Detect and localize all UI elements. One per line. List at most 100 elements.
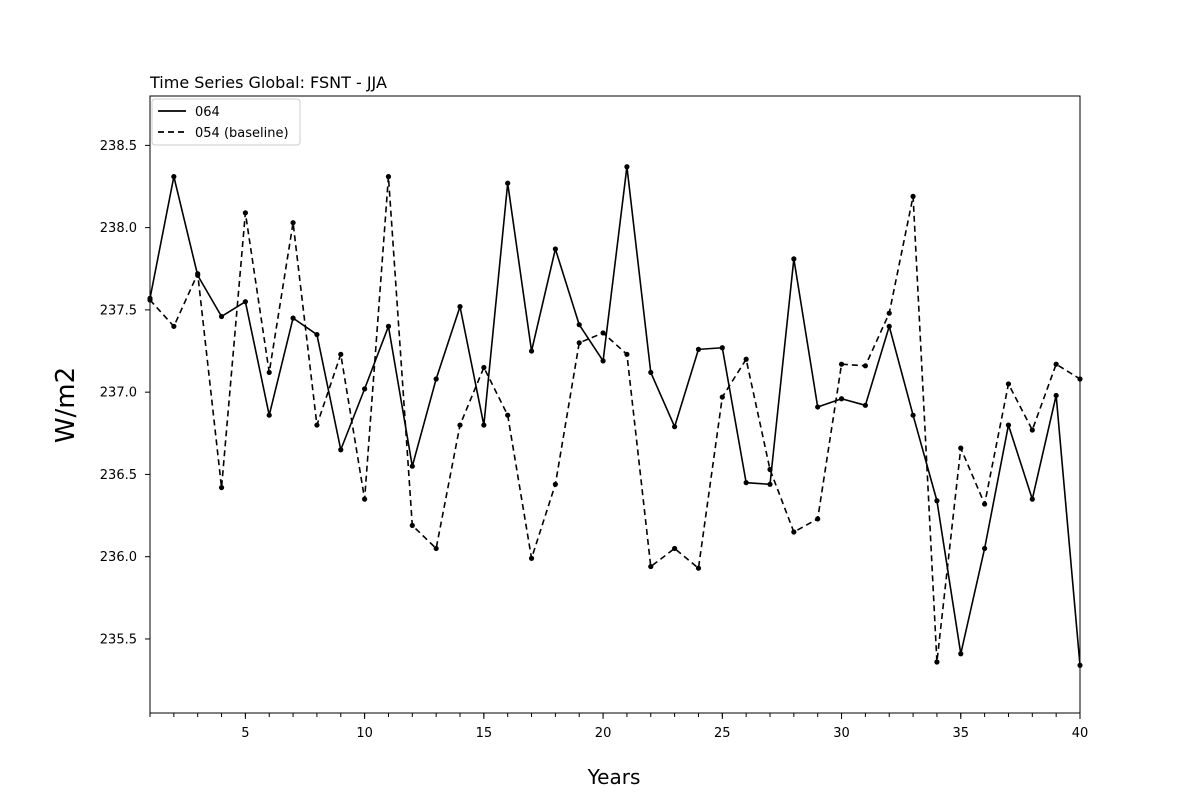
x-tick-label: 25 — [714, 726, 731, 741]
data-point-064 — [552, 246, 558, 252]
data-point-054-baseline — [934, 659, 940, 665]
data-point-054-baseline — [385, 174, 392, 180]
data-point-064 — [934, 498, 940, 504]
data-point-064 — [600, 358, 606, 364]
data-point-054-baseline — [290, 220, 296, 226]
plot-area — [149, 95, 1081, 714]
data-point-064 — [672, 424, 678, 430]
data-point-054-baseline — [1005, 381, 1012, 387]
x-axis-label: Years — [587, 765, 641, 789]
data-point-054-baseline — [672, 545, 678, 552]
data-point-054-baseline — [409, 522, 415, 529]
x-tick-label: 30 — [833, 726, 850, 741]
y-tick-label: 238.5 — [100, 139, 137, 154]
data-point-054-baseline — [433, 545, 439, 552]
series-line-064 — [149, 165, 1081, 666]
x-tick-label: 40 — [1072, 726, 1089, 741]
data-point-054-baseline — [886, 310, 892, 316]
series-line-054-baseline — [149, 175, 1081, 663]
data-point-054-baseline — [719, 394, 725, 400]
data-point-054-baseline — [266, 369, 272, 376]
data-point-064 — [791, 256, 797, 262]
data-point-054-baseline — [600, 330, 606, 336]
data-point-054-baseline — [338, 351, 344, 357]
series-064 — [147, 164, 1083, 668]
legend-label-054-baseline: 054 (baseline) — [195, 126, 289, 141]
data-point-064 — [242, 299, 248, 305]
y-tick-label: 235.5 — [100, 632, 137, 647]
data-point-054-baseline — [362, 496, 368, 502]
data-point-054-baseline — [838, 361, 845, 367]
data-point-064 — [719, 345, 725, 351]
data-point-064 — [624, 164, 630, 170]
x-tick-label: 15 — [476, 726, 493, 741]
y-tick-label: 236.0 — [100, 550, 137, 565]
data-point-054-baseline — [528, 555, 535, 561]
data-point-054-baseline — [767, 466, 773, 473]
data-point-064 — [1029, 496, 1035, 502]
data-point-064 — [838, 396, 845, 402]
data-point-054-baseline — [743, 356, 749, 362]
x-tick-label: 35 — [952, 726, 969, 741]
data-point-064 — [1005, 422, 1012, 428]
data-point-064 — [815, 404, 821, 410]
data-point-064 — [576, 322, 582, 328]
data-point-054-baseline — [314, 422, 320, 428]
data-point-064 — [910, 412, 916, 418]
data-point-064 — [1053, 392, 1059, 399]
data-point-054-baseline — [648, 563, 654, 570]
data-point-064 — [266, 412, 272, 418]
series-layer — [147, 164, 1083, 668]
legend: 064 054 (baseline) — [151, 98, 301, 146]
series-054-baseline — [147, 174, 1083, 665]
y-axis: 235.5 236.0 236.5 237.0 237.5 238.0 238.5 — [100, 139, 150, 647]
data-point-064 — [362, 386, 368, 392]
x-tick-label: 5 — [241, 726, 249, 741]
y-tick-label: 236.5 — [100, 468, 137, 483]
x-axis: 5 10 15 20 25 30 35 40 — [149, 713, 1089, 741]
data-point-064 — [648, 369, 654, 376]
data-point-054-baseline — [958, 445, 964, 451]
data-point-064 — [1077, 662, 1083, 668]
data-point-064 — [171, 174, 177, 180]
data-point-054-baseline — [552, 481, 558, 487]
chart-title: Time Series Global: FSNT - JJA — [149, 73, 387, 92]
data-point-054-baseline — [695, 565, 702, 571]
data-point-064 — [886, 323, 892, 329]
data-point-064 — [862, 402, 868, 408]
data-point-054-baseline — [218, 484, 225, 491]
data-point-054-baseline — [147, 297, 153, 303]
x-tick-label: 20 — [595, 726, 612, 741]
data-point-054-baseline — [815, 516, 821, 522]
data-point-064 — [695, 346, 702, 352]
data-point-064 — [385, 323, 392, 329]
data-point-064 — [481, 422, 487, 428]
x-tick-label: 10 — [356, 726, 373, 741]
y-axis-label: W/m2 — [51, 367, 81, 443]
data-point-054-baseline — [195, 271, 201, 277]
legend-label-064: 064 — [195, 105, 220, 120]
y-tick-label: 237.5 — [100, 303, 137, 318]
data-point-064 — [433, 376, 439, 382]
data-point-064 — [743, 480, 749, 486]
data-point-064 — [338, 447, 344, 453]
data-point-054-baseline — [982, 501, 988, 507]
data-point-064 — [958, 651, 964, 657]
legend-box — [151, 98, 301, 146]
y-tick-label: 237.0 — [100, 386, 137, 401]
data-point-054-baseline — [1029, 427, 1035, 433]
data-point-064 — [290, 315, 296, 321]
data-point-054-baseline — [242, 210, 248, 216]
data-point-054-baseline — [910, 193, 916, 199]
y-tick-label: 238.0 — [100, 221, 137, 236]
data-point-064 — [982, 545, 988, 552]
data-point-064 — [528, 348, 535, 354]
data-point-054-baseline — [1077, 376, 1083, 382]
data-point-054-baseline — [862, 363, 868, 369]
data-point-054-baseline — [624, 351, 630, 357]
data-point-054-baseline — [481, 364, 487, 371]
data-point-064 — [314, 331, 320, 338]
data-point-054-baseline — [791, 529, 797, 535]
data-point-054-baseline — [1053, 361, 1059, 367]
